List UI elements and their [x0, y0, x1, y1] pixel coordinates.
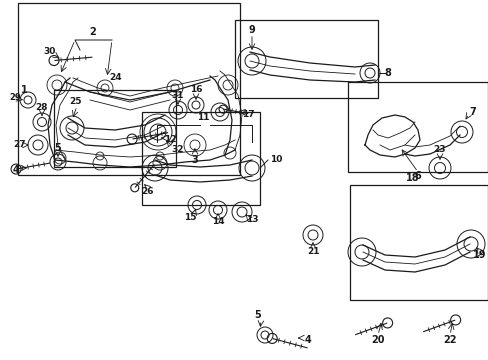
Bar — [235, 20, 377, 98]
Text: 30: 30 — [44, 48, 56, 57]
Text: 14: 14 — [211, 217, 224, 226]
Text: 16: 16 — [189, 85, 202, 94]
Text: 25: 25 — [69, 98, 81, 107]
Text: 12: 12 — [163, 135, 176, 144]
Text: 10: 10 — [269, 156, 282, 165]
Text: 2: 2 — [89, 27, 96, 37]
Text: 11: 11 — [196, 113, 209, 122]
Bar — [54, 90, 176, 167]
Text: 28: 28 — [36, 104, 48, 112]
Text: 5: 5 — [55, 143, 61, 153]
Text: 21: 21 — [306, 248, 319, 256]
Text: 23: 23 — [433, 145, 446, 154]
Text: 17: 17 — [241, 111, 254, 120]
Text: 7: 7 — [468, 107, 475, 117]
Text: 18: 18 — [406, 173, 419, 183]
Text: 1: 1 — [20, 85, 27, 95]
Text: 4: 4 — [13, 165, 20, 175]
Text: 32: 32 — [171, 145, 184, 154]
Text: 20: 20 — [370, 335, 384, 345]
Text: 8: 8 — [384, 68, 390, 78]
Text: 3: 3 — [191, 155, 198, 165]
Text: 29: 29 — [9, 94, 21, 103]
Bar — [18, 3, 240, 175]
Text: 31: 31 — [171, 90, 184, 99]
Text: 13: 13 — [245, 216, 258, 225]
Text: 6: 6 — [414, 171, 421, 181]
Bar — [349, 185, 487, 300]
Text: 26: 26 — [142, 188, 154, 197]
Text: 27: 27 — [14, 140, 26, 149]
Bar — [142, 112, 260, 205]
Text: 4: 4 — [304, 335, 311, 345]
Text: 15: 15 — [183, 213, 196, 222]
Bar — [347, 82, 487, 172]
Text: 24: 24 — [109, 73, 122, 82]
Text: 5: 5 — [254, 310, 261, 320]
Text: 19: 19 — [471, 250, 485, 260]
Text: 9: 9 — [248, 25, 255, 35]
Text: 22: 22 — [442, 335, 456, 345]
